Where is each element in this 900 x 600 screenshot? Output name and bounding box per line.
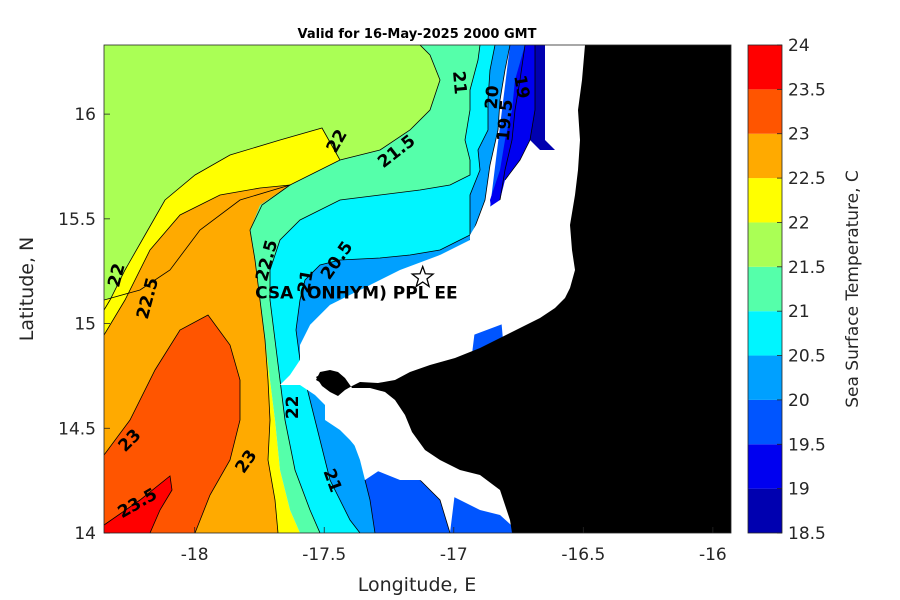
land-africa [316, 45, 731, 533]
contour-line-22 [104, 127, 341, 311]
colorbar-tick-label: 19.5 [788, 435, 826, 455]
x-tick-label: -17.5 [302, 545, 346, 565]
colorbar-swatch-20.5-21 [748, 311, 782, 356]
colorbar-tick-label: 23.5 [788, 80, 826, 100]
colorbar-swatch-23.5-24 [748, 45, 782, 90]
colorbar-tick-label: 21 [788, 302, 810, 322]
contour-line-19.5-south [419, 479, 451, 533]
colorbar-tick-label: 22.5 [788, 169, 826, 189]
colorbar-swatch-21.5-22 [748, 222, 782, 267]
station-label: CSA (ONHYM) PPL EE [255, 283, 458, 303]
y-tick-label: 14.5 [58, 419, 96, 439]
colorbar-frame [747, 44, 783, 534]
contour-label: 20 [482, 85, 504, 110]
contour-label: 22 [283, 395, 303, 419]
colorbar-swatch-22-22.5 [748, 178, 782, 223]
contour-line-20 [469, 45, 511, 241]
colorbar-tick-label: 21.5 [788, 258, 826, 278]
x-tick-label: -16.5 [561, 545, 605, 565]
x-tick-label: -18 [181, 545, 209, 565]
colorbar-tick-label: 24 [788, 36, 810, 56]
x-axis-label: Longitude, E [358, 574, 477, 596]
map-plot-area [104, 45, 731, 533]
colorbar-tick-label: 20.5 [788, 347, 826, 367]
colorbar-swatch-21-21.5 [748, 266, 782, 312]
contour-line-20-south [364, 479, 376, 533]
x-axis-ticks: -18 -17.5 -17 -16.5 -16 [181, 527, 727, 565]
colorbar-tick-label: 18.5 [788, 524, 826, 544]
station-layer: CSA (ONHYM) PPL EE [255, 264, 458, 303]
sst-band-23-23.5 [104, 315, 240, 533]
y-axis-label: Latitude, N [16, 237, 38, 342]
sst-band-23.5-24 [104, 476, 172, 533]
y-axis-ticks: 14 14.5 15 15.5 16 [58, 105, 110, 544]
contour-line-21.5 [104, 45, 441, 301]
contour-label: 21 [294, 268, 318, 295]
contour-label: 19 [509, 73, 533, 100]
colorbar [748, 45, 782, 533]
contour-label: 19.5 [494, 99, 518, 143]
colorbar-swatch-19-19.5 [748, 444, 782, 489]
plot-frame [103, 44, 732, 534]
x-tick-label: -17 [440, 545, 468, 565]
colorbar-swatch-23-23.5 [748, 89, 782, 134]
x-tick-label: -16 [699, 545, 727, 565]
colorbar-tick-label: 20 [788, 391, 810, 411]
sst-band-20.5-21 [270, 45, 495, 533]
y-tick-label: 15.5 [58, 210, 96, 230]
contour-line-21 [269, 45, 481, 533]
contour-line-19 [504, 45, 536, 181]
sst-band-18.5-19 [530, 45, 555, 150]
chart-title: Valid for 16-May-2025 2000 GMT [298, 27, 537, 42]
contour-line-22.5 [104, 184, 292, 533]
colorbar-swatch-18.5-19 [748, 488, 782, 533]
colorbar-swatch-19.5-20 [748, 399, 782, 445]
colorbar-swatch-22.5-23 [748, 133, 782, 179]
colorbar-ticks: 24 23.5 23 22.5 22 21.5 21 20.5 20 19.5 19 18.5 [777, 36, 826, 544]
colorbar-swatch-20-20.5 [748, 355, 782, 400]
sst-band-19-19.5 [490, 45, 535, 215]
cap-vert-peninsula [316, 372, 345, 396]
colorbar-label: Sea Surface Temperature, C [843, 170, 863, 408]
y-tick-label: 16 [74, 105, 96, 125]
contour-line-23.5 [104, 475, 173, 533]
contour-lines [104, 45, 536, 533]
station-star-icon [410, 264, 435, 288]
colorbar-tick-label: 19 [788, 480, 810, 500]
contour-line-23 [104, 314, 241, 533]
contour-label: 21 [448, 70, 470, 95]
sst-band-21-21.5 [250, 45, 480, 533]
y-tick-label: 15 [74, 315, 96, 335]
colorbar-tick-label: 23 [788, 125, 810, 145]
contour-line-20.5 [295, 45, 496, 533]
colorbar-tick-label: 22 [788, 213, 810, 233]
y-tick-label: 14 [74, 524, 96, 544]
